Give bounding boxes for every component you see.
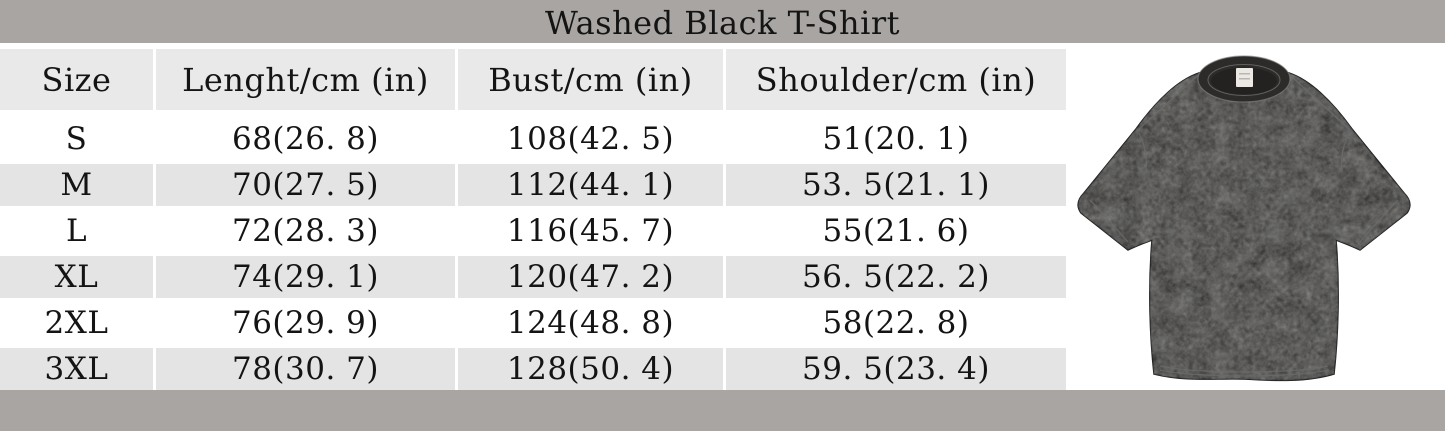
cell-l-size: L bbox=[0, 210, 153, 252]
bottom-hem-stitch-1 bbox=[1159, 365, 1329, 373]
table-header-row: Size Lenght/cm (in) Bust/cm (in) Shoulde… bbox=[0, 49, 1066, 110]
cell-3xl-length: 78(30. 7) bbox=[156, 348, 455, 390]
cell-m-size: M bbox=[0, 164, 153, 206]
page-title: Washed Black T-Shirt bbox=[544, 3, 901, 42]
collar-tag bbox=[1236, 68, 1253, 87]
cell-s-shoulder: 51(20. 1) bbox=[726, 118, 1066, 160]
cell-2xl-length: 76(29. 9) bbox=[156, 302, 455, 344]
left-sleeve-hem-stitch bbox=[1089, 199, 1129, 243]
cell-xl-shoulder: 56. 5(22. 2) bbox=[726, 256, 1066, 298]
collar-inner-stitch bbox=[1207, 64, 1281, 96]
cell-3xl-bust: 128(50. 4) bbox=[458, 348, 723, 390]
footer-bar bbox=[0, 390, 1445, 431]
cell-s-bust: 108(42. 5) bbox=[458, 118, 723, 160]
cell-xl-bust: 120(47. 2) bbox=[458, 256, 723, 298]
product-photo bbox=[1066, 43, 1445, 390]
wash-texture-blotch bbox=[1078, 69, 1410, 381]
header-size: Size bbox=[0, 49, 153, 110]
size-table: S 68(26. 8) 108(42. 5) 51(20. 1) M 70(27… bbox=[0, 118, 1066, 390]
cell-m-bust: 112(44. 1) bbox=[458, 164, 723, 206]
cell-2xl-shoulder: 58(22. 8) bbox=[726, 302, 1066, 344]
cell-xl-size: XL bbox=[0, 256, 153, 298]
right-sleeve-hem-stitch bbox=[1359, 199, 1399, 243]
cell-xl-length: 74(29. 1) bbox=[156, 256, 455, 298]
cell-l-shoulder: 55(21. 6) bbox=[726, 210, 1066, 252]
cell-m-shoulder: 53. 5(21. 1) bbox=[726, 164, 1066, 206]
cell-3xl-size: 3XL bbox=[0, 348, 153, 390]
t-shirt bbox=[1077, 55, 1411, 382]
washed-black-t-shirt-image bbox=[1077, 55, 1411, 382]
right-armhole-seam bbox=[1341, 132, 1350, 172]
header-bust: Bust/cm (in) bbox=[458, 49, 723, 110]
cell-s-length: 68(26. 8) bbox=[156, 118, 455, 160]
stitch-seams bbox=[1089, 75, 1399, 377]
left-shoulder-seam bbox=[1137, 75, 1198, 131]
cell-2xl-size: 2XL bbox=[0, 302, 153, 344]
right-shoulder-seam bbox=[1290, 75, 1351, 131]
title-bar: Washed Black T-Shirt bbox=[0, 0, 1445, 43]
cell-l-length: 72(28. 3) bbox=[156, 210, 455, 252]
cell-l-bust: 116(45. 7) bbox=[458, 210, 723, 252]
bottom-hem-stitch-2 bbox=[1159, 369, 1329, 377]
cell-3xl-shoulder: 59. 5(23. 4) bbox=[726, 348, 1066, 390]
left-armhole-seam bbox=[1138, 132, 1147, 172]
cell-m-length: 70(27. 5) bbox=[156, 164, 455, 206]
cell-s-size: S bbox=[0, 118, 153, 160]
header-shoulder: Shoulder/cm (in) bbox=[726, 49, 1066, 110]
header-length: Lenght/cm (in) bbox=[156, 49, 455, 110]
collar-outer-stitch bbox=[1197, 55, 1291, 103]
cell-2xl-bust: 124(48. 8) bbox=[458, 302, 723, 344]
